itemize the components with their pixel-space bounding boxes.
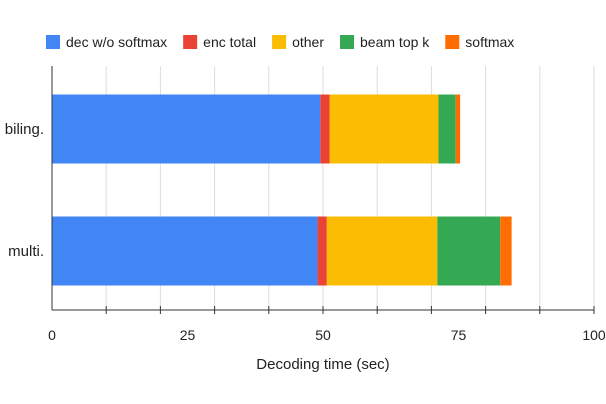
- legend-label: dec w/o softmax: [66, 34, 167, 50]
- bar-segment: [317, 216, 327, 286]
- bar-segment: [438, 94, 456, 164]
- legend-swatch: [272, 35, 287, 49]
- x-tick-label: 75: [451, 327, 467, 343]
- bar-segment: [500, 216, 512, 286]
- bars: [52, 94, 512, 286]
- x-tick-label: 0: [48, 327, 56, 343]
- bar-segment: [326, 216, 438, 286]
- bar-segment: [320, 94, 330, 164]
- legend-label: beam top k: [360, 34, 430, 50]
- x-axis-title: Decoding time (sec): [256, 356, 389, 373]
- legend-swatch: [445, 35, 460, 49]
- category-labels: biling. multi.: [5, 121, 44, 260]
- legend-swatch: [183, 35, 198, 49]
- x-tick-label: 25: [180, 327, 196, 343]
- legend-label: softmax: [465, 34, 514, 50]
- legend-swatch: [340, 35, 355, 49]
- bar-segment: [437, 216, 501, 286]
- legend-swatch: [46, 35, 60, 49]
- legend: dec w/o softmax enc total other beam top k s…: [46, 34, 514, 50]
- bar-segment: [52, 94, 321, 164]
- x-tick-label: 100: [582, 327, 606, 343]
- x-tick-label: 50: [315, 327, 331, 343]
- legend-label: other: [292, 34, 324, 50]
- bar-segment: [329, 94, 439, 164]
- x-tick-labels: 0 25 50 75 100: [48, 327, 606, 343]
- bar-segment: [52, 216, 318, 286]
- category-label: multi.: [8, 243, 44, 260]
- legend-label: enc total: [203, 34, 256, 50]
- category-label: biling.: [5, 121, 44, 138]
- axes: [51, 66, 595, 314]
- bar-segment: [455, 94, 461, 164]
